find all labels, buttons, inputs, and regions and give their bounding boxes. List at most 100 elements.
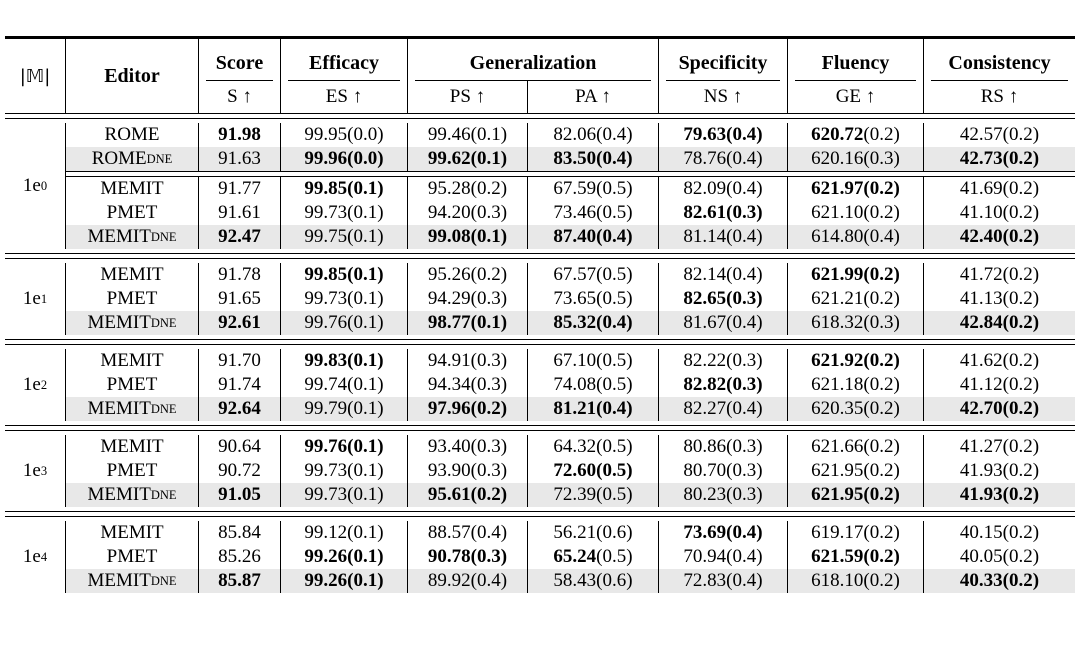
- editor-name-cell: PMET: [65, 287, 198, 311]
- metric-cell: 83.50 (0.4): [527, 147, 658, 171]
- metric-value: 99.73: [304, 484, 348, 505]
- metric-value: 95.26: [427, 264, 471, 285]
- editor-name-cell: PMET: [65, 459, 198, 483]
- metric-value: 82.82: [683, 374, 727, 395]
- metric-stderr: (0.4): [470, 522, 508, 543]
- metric-stderr: (0.2): [863, 178, 900, 199]
- metric-stderr: (0.5): [596, 350, 633, 371]
- metric-stderr: (0.4): [596, 124, 633, 145]
- editor-name-cell: PMET: [65, 545, 198, 569]
- metric-stderr: (0.2): [1002, 178, 1040, 199]
- editor-name-cell: MEMIT DNE: [65, 397, 198, 421]
- metric-cell: 91.77: [198, 177, 280, 201]
- metric-stderr: (0.2): [1002, 398, 1040, 419]
- metric-cell: 620.72 (0.2): [787, 123, 923, 147]
- metric-stderr: (0.2): [1002, 350, 1040, 371]
- metric-stderr: (0.2): [863, 460, 900, 481]
- metric-cell: 99.46 (0.1): [407, 123, 527, 147]
- metric-value: 40.05: [959, 546, 1003, 567]
- metric-cell: 41.27 (0.2): [923, 435, 1075, 459]
- metric-cell: 74.08 (0.5): [527, 373, 658, 397]
- subheader-s: S ↑: [198, 81, 280, 113]
- metric-value: 42.57: [959, 124, 1003, 145]
- metric-cell: 621.95 (0.2): [787, 483, 923, 507]
- table-top-rule: [5, 36, 1075, 39]
- metric-cell: 85.84: [198, 521, 280, 545]
- metric-value: 82.06: [553, 124, 597, 145]
- metric-value: 78.76: [683, 148, 727, 169]
- metric-value: 42.84: [959, 312, 1003, 333]
- metric-value: 621.97: [811, 178, 864, 199]
- metric-value: 72.60: [553, 460, 597, 481]
- header-group-fluency: Fluency: [787, 39, 923, 81]
- batch-size-label: 1e 3: [5, 435, 65, 507]
- batch-size-base: 1e: [22, 288, 41, 309]
- metric-value: 99.76: [304, 312, 348, 333]
- metric-cell: 81.67 (0.4): [658, 311, 787, 335]
- metric-cell: 92.64: [198, 397, 280, 421]
- metric-value: 64.32: [553, 436, 597, 457]
- metric-stderr: (0.2): [863, 436, 900, 457]
- metric-cell: 85.32 (0.4): [527, 311, 658, 335]
- metric-cell: 90.72: [198, 459, 280, 483]
- editor-name-cell: MEMIT: [65, 521, 198, 545]
- metric-cell: 41.12 (0.2): [923, 373, 1075, 397]
- metric-stderr: (0.3): [470, 460, 508, 481]
- metric-cell: 99.95 (0.0): [280, 123, 407, 147]
- metric-stderr: (0.1): [347, 570, 384, 591]
- metric-value: 81.67: [683, 312, 727, 333]
- metric-cell: 41.10 (0.2): [923, 201, 1075, 225]
- batch-size-label: 1e 1: [5, 263, 65, 335]
- metric-stderr: (0.2): [1002, 124, 1040, 145]
- metric-cell: 94.91 (0.3): [407, 349, 527, 373]
- block-separator-rule: [65, 171, 1075, 177]
- metric-stderr: (0.3): [470, 374, 508, 395]
- editor-name: MEMIT: [87, 570, 151, 591]
- subheader-ps: PS ↑: [407, 81, 527, 113]
- metric-stderr: (0.3): [470, 350, 508, 371]
- metric-stderr: (0.6): [596, 570, 633, 591]
- metric-value: 614.80: [811, 226, 864, 247]
- metric-stderr: (0.5): [596, 436, 633, 457]
- editor-variant-subscript: DNE: [150, 401, 177, 416]
- metric-cell: 40.15 (0.2): [923, 521, 1075, 545]
- metric-stderr: (0.2): [1002, 436, 1040, 457]
- metric-stderr: (0.2): [863, 522, 900, 543]
- editor-variant-subscript: DNE: [150, 573, 177, 588]
- metric-value: 56.21: [553, 522, 597, 543]
- metric-value: 67.59: [553, 178, 597, 199]
- metric-stderr: (0.3): [863, 312, 900, 333]
- metric-stderr: (0.2): [863, 124, 900, 145]
- editor-name: MEMIT: [87, 312, 151, 333]
- metric-cell: 40.33 (0.2): [923, 569, 1075, 593]
- metric-stderr: (0.4): [726, 226, 763, 247]
- metric-value: 83.50: [553, 148, 597, 169]
- metric-value: 82.65: [683, 288, 727, 309]
- metric-value: 95.61: [427, 484, 471, 505]
- metric-cell: 621.97 (0.2): [787, 177, 923, 201]
- metric-value: 99.12: [304, 522, 348, 543]
- metric-cell: 99.73 (0.1): [280, 201, 407, 225]
- metric-value: 85.26: [218, 546, 261, 567]
- metric-stderr: (0.2): [470, 484, 508, 505]
- metric-value: 621.21: [811, 288, 864, 309]
- metric-stderr: (0.3): [726, 202, 763, 223]
- header-group-score: Score: [198, 39, 280, 81]
- batch-size-base: 1e: [22, 374, 41, 395]
- metric-stderr: (0.1): [347, 264, 384, 285]
- editor-name-cell: ROME DNE: [65, 147, 198, 171]
- editor-name-cell: MEMIT DNE: [65, 225, 198, 249]
- metric-value: 619.17: [811, 522, 864, 543]
- metric-value: 91.70: [218, 350, 261, 371]
- metric-cell: 97.96 (0.2): [407, 397, 527, 421]
- metric-value: 620.35: [811, 398, 864, 419]
- batch-size-label: 1e 4: [5, 521, 65, 593]
- editor-name: MEMIT: [87, 226, 151, 247]
- header-batch-size: |𝕄|: [5, 39, 65, 113]
- metric-stderr: (0.3): [726, 374, 763, 395]
- metric-stderr: (0.4): [470, 570, 508, 591]
- metric-value: 85.87: [218, 570, 261, 591]
- metric-stderr: (0.3): [726, 350, 763, 371]
- metric-cell: 99.79 (0.1): [280, 397, 407, 421]
- metric-cell: 91.98: [198, 123, 280, 147]
